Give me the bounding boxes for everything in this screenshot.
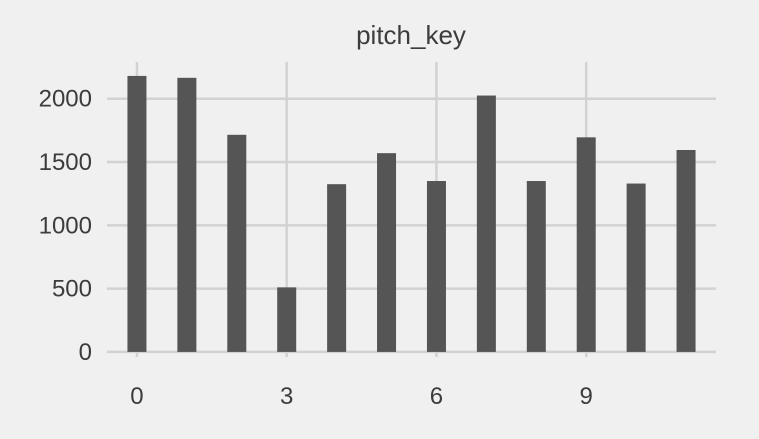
x-tick-label: 6 — [430, 383, 443, 410]
grid-lines — [107, 62, 716, 357]
y-tick-label: 1000 — [39, 212, 92, 239]
bars — [127, 75, 696, 352]
y-tick-label: 0 — [79, 339, 92, 366]
bar-3 — [277, 287, 297, 352]
x-tick-label: 0 — [130, 383, 143, 410]
y-tick-label: 500 — [52, 276, 92, 303]
bar-1 — [177, 77, 197, 352]
x-axis-tick-labels: 0 3 6 9 — [130, 383, 593, 410]
y-tick-label: 1500 — [39, 149, 92, 176]
bar-6 — [426, 181, 446, 352]
bar-4 — [327, 184, 347, 352]
bar-2 — [227, 134, 247, 352]
bar-5 — [377, 153, 397, 352]
bar-11 — [676, 149, 696, 352]
bar-9 — [576, 137, 596, 352]
bar-0 — [127, 75, 147, 352]
bar-10 — [626, 183, 646, 352]
x-tick-label: 3 — [280, 383, 293, 410]
y-axis-tick-labels: 0 500 1000 1500 2000 — [39, 86, 92, 366]
bar-8 — [526, 181, 546, 352]
chart-title: pitch_key — [356, 20, 466, 50]
y-tick-label: 2000 — [39, 86, 92, 113]
bar-7 — [476, 95, 496, 352]
x-tick-label: 9 — [580, 383, 593, 410]
